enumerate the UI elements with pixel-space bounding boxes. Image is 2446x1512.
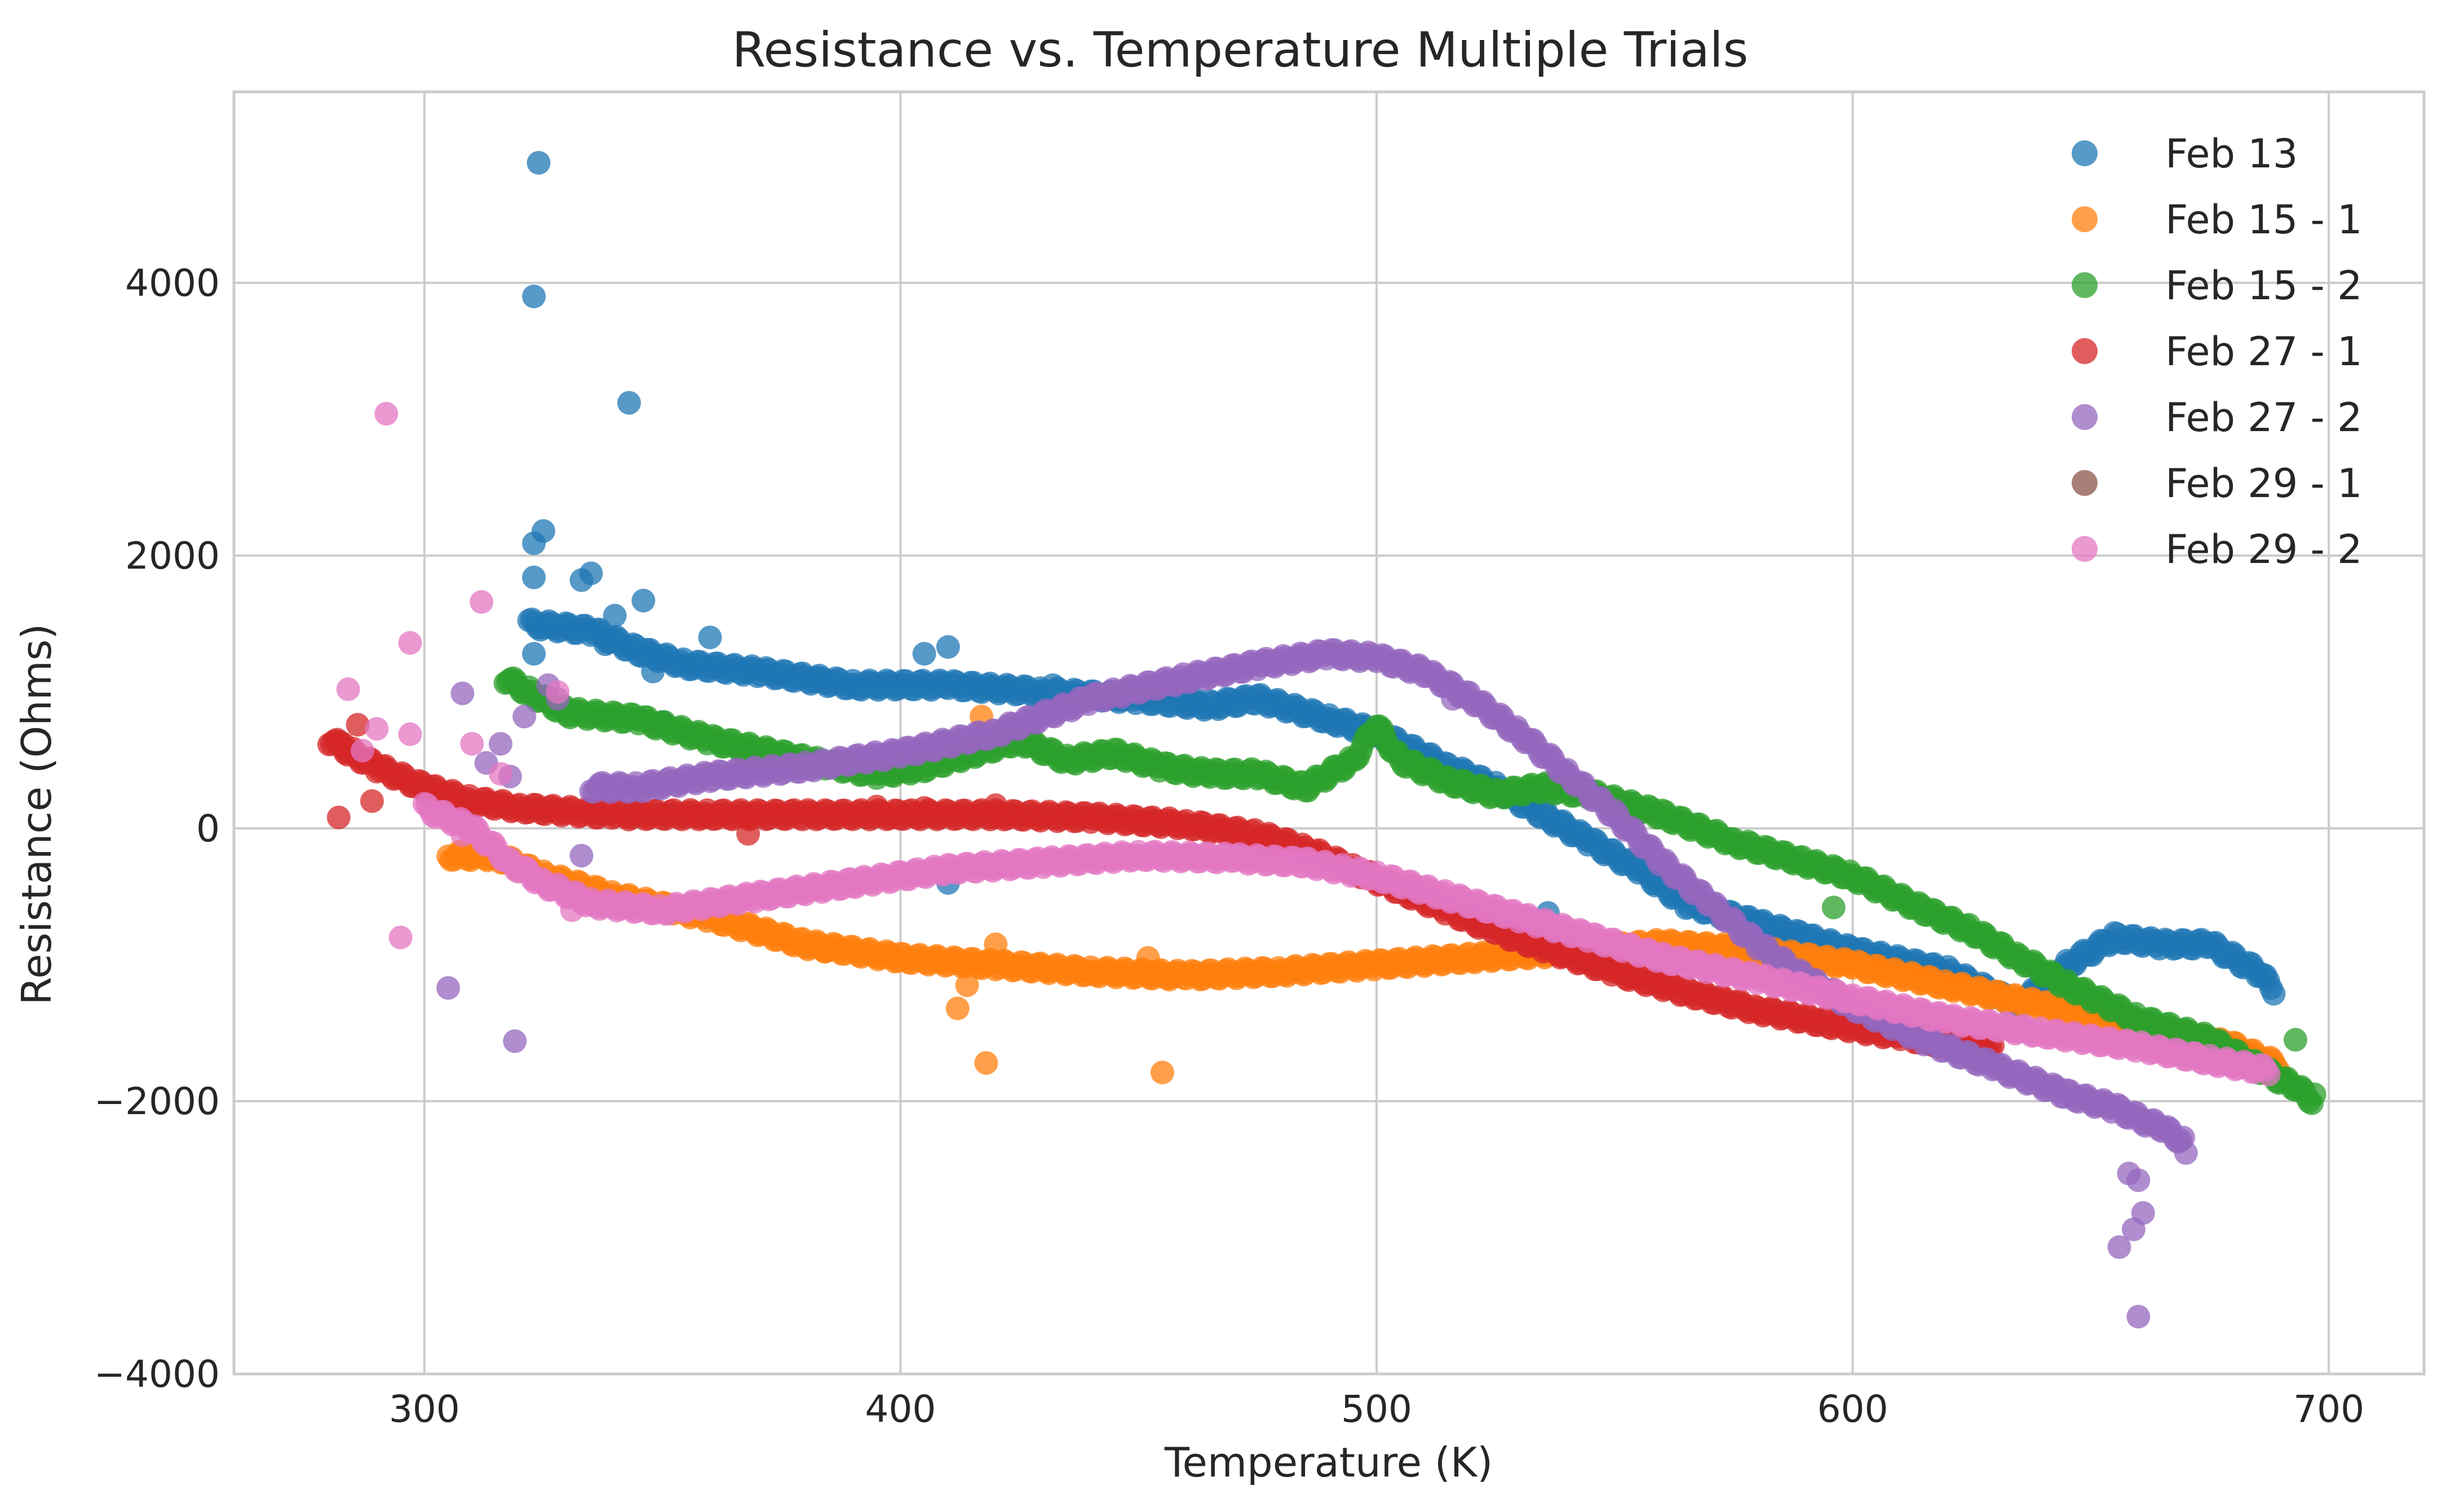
data-point	[488, 762, 512, 786]
y-tick-label: 0	[196, 807, 220, 850]
data-point	[2121, 1217, 2146, 1241]
data-point	[2107, 1235, 2131, 1259]
series-feb-15-2	[493, 666, 2326, 1115]
data-point	[984, 793, 1008, 817]
x-tick-label: 300	[389, 1387, 460, 1431]
data-point	[698, 626, 722, 650]
x-tick-label: 700	[2293, 1387, 2364, 1431]
legend-label: Feb 29 - 1	[2165, 460, 2363, 507]
data-point	[460, 731, 484, 756]
data-point	[1150, 1061, 1174, 1085]
legend-marker	[2072, 536, 2098, 562]
data-point	[503, 1029, 527, 1053]
series-feb-13	[517, 150, 2286, 1019]
data-point	[617, 391, 641, 415]
data-point	[2174, 1141, 2198, 1165]
data-point	[398, 722, 422, 746]
data-point	[522, 285, 546, 309]
plot-frame	[232, 90, 2426, 1376]
series-layer	[317, 150, 2326, 1329]
y-tick-label: 2000	[125, 534, 220, 578]
data-point	[641, 659, 665, 684]
data-point	[593, 632, 617, 657]
data-point	[2262, 982, 2286, 1006]
data-point	[936, 635, 960, 659]
data-point	[1821, 857, 1846, 881]
data-point	[326, 805, 351, 830]
data-point	[331, 731, 356, 756]
legend: Feb 13 Feb 15 - 1 Feb 15 - 2 Feb 27 - 1 Feb …	[2072, 131, 2363, 573]
data-point	[865, 795, 889, 819]
data-point	[527, 150, 551, 175]
chart-title: Resistance vs. Temperature Multiple Tria…	[732, 22, 1749, 78]
x-tick-label: 400	[865, 1387, 936, 1431]
data-point	[974, 1051, 998, 1075]
data-point	[2257, 1062, 2281, 1087]
data-point	[450, 823, 475, 848]
data-point	[555, 614, 580, 639]
data-point	[945, 996, 970, 1021]
data-point	[522, 531, 546, 556]
data-point	[560, 898, 584, 923]
data-point	[569, 844, 594, 868]
legend-marker	[2072, 338, 2098, 364]
x-axis-label: Temperature (K)	[1164, 1439, 1493, 1486]
legend-label: Feb 15 - 2	[2165, 263, 2363, 309]
data-point	[603, 604, 627, 628]
data-point	[360, 789, 384, 813]
data-point	[336, 677, 360, 702]
data-point	[1136, 946, 1160, 970]
data-point	[955, 973, 979, 997]
data-point	[2126, 1168, 2151, 1192]
series-feb-29-2	[336, 402, 2281, 1087]
data-point	[488, 731, 512, 756]
data-point	[374, 402, 399, 426]
data-point	[388, 925, 413, 950]
legend-marker	[2072, 404, 2098, 430]
legend-label: Feb 13	[2165, 131, 2298, 177]
data-point	[2126, 1305, 2151, 1329]
legend-label: Feb 15 - 1	[2165, 197, 2363, 243]
data-point	[812, 939, 837, 963]
data-point	[546, 680, 570, 704]
data-point	[1821, 895, 1846, 920]
data-point	[2283, 1028, 2307, 1052]
y-tick-label: 4000	[125, 261, 220, 305]
data-point	[1441, 686, 1465, 711]
x-tick-label: 500	[1341, 1387, 1412, 1431]
data-point	[365, 717, 389, 741]
y-tick-label: −2000	[94, 1080, 220, 1123]
y-axis-label: Resistance (Ohms)	[13, 623, 60, 1005]
data-point	[736, 822, 760, 846]
legend-marker	[2072, 206, 2098, 232]
data-point	[522, 642, 546, 666]
data-point	[631, 588, 656, 613]
data-point	[984, 932, 1008, 956]
data-point	[436, 976, 461, 1000]
data-point	[517, 860, 541, 884]
data-point	[398, 631, 422, 655]
legend-marker	[2072, 272, 2098, 298]
tick-labels: 300 400 500 600 700 −4000 −2000 0 2000 4000	[94, 261, 2364, 1431]
data-point	[346, 712, 370, 737]
data-point	[512, 704, 537, 729]
data-point	[1041, 673, 1065, 697]
legend-label: Feb 27 - 2	[2165, 394, 2363, 441]
data-point	[2302, 1082, 2326, 1106]
data-point	[470, 590, 494, 614]
data-point	[450, 681, 475, 706]
data-point	[912, 796, 936, 820]
legend-label: Feb 27 - 1	[2165, 329, 2363, 375]
data-point	[579, 561, 603, 586]
legend-label: Feb 29 - 2	[2165, 526, 2363, 573]
legend-marker	[2072, 470, 2098, 496]
data-point	[912, 642, 936, 666]
data-point	[351, 738, 375, 762]
y-tick-label: −4000	[94, 1353, 220, 1396]
x-tick-label: 600	[1817, 1387, 1888, 1431]
data-point	[522, 565, 546, 589]
legend-marker	[2072, 140, 2098, 166]
